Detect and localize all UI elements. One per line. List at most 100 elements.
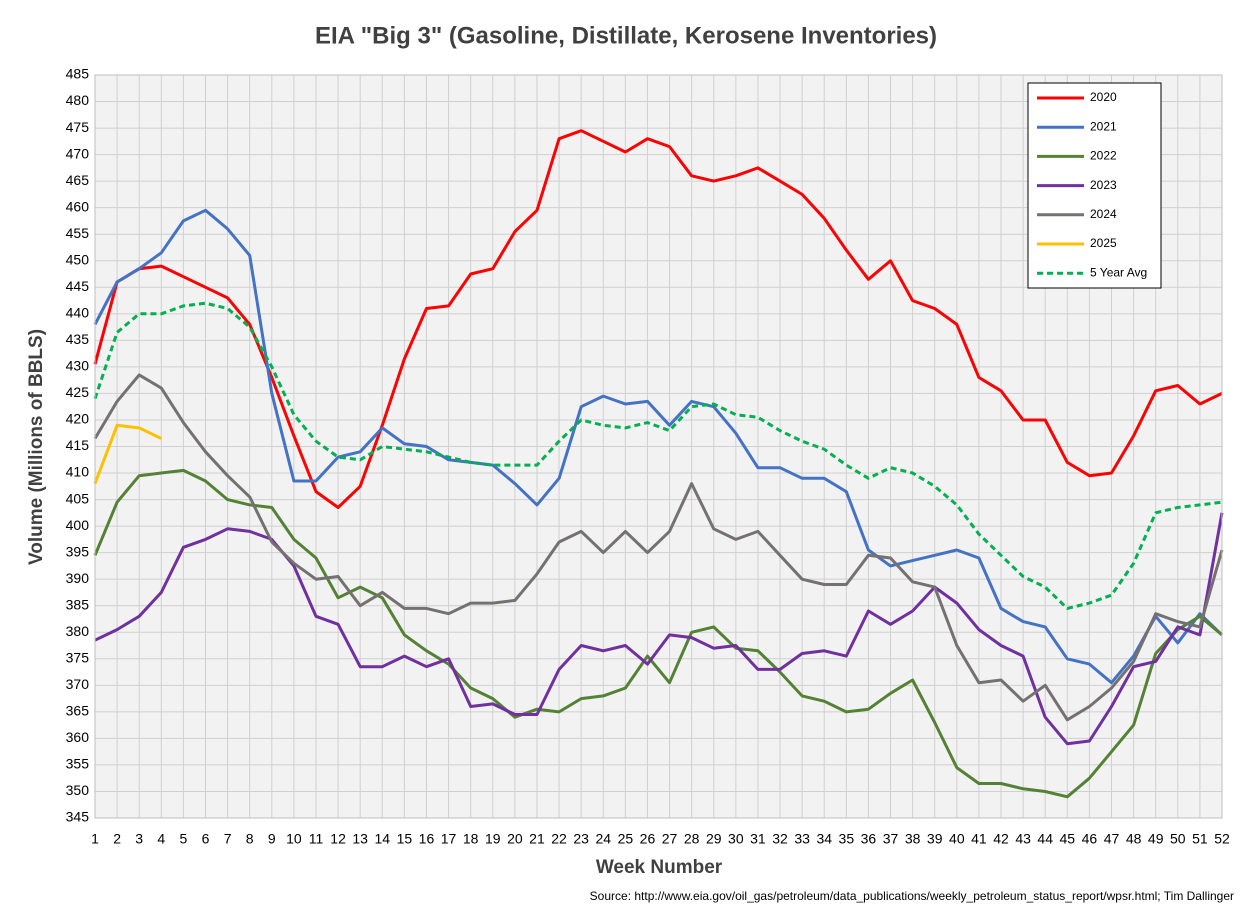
x-tick-label: 12 [330,831,346,847]
y-tick-label: 360 [66,729,90,745]
x-tick-label: 18 [463,831,479,847]
x-tick-label: 17 [441,831,457,847]
y-tick-label: 440 [66,305,90,321]
y-tick-label: 355 [66,756,90,772]
source-note: Source: http://www.eia.gov/oil_gas/petro… [590,889,1234,903]
x-tick-label: 24 [595,831,611,847]
x-tick-label: 39 [927,831,943,847]
x-tick-label: 7 [224,831,232,847]
x-tick-label: 33 [794,831,810,847]
grid [94,74,1223,819]
y-tick-label: 375 [66,649,90,665]
x-tick-label: 40 [949,831,965,847]
y-tick-label: 430 [66,358,90,374]
x-tick-label: 15 [397,831,413,847]
x-tick-label: 37 [883,831,899,847]
x-tick-label: 1 [91,831,99,847]
y-tick-label: 475 [66,119,90,135]
x-tick-label: 22 [551,831,567,847]
x-tick-label: 46 [1082,831,1098,847]
x-tick-label: 51 [1192,831,1208,847]
x-tick-label: 21 [529,831,545,847]
y-tick-label: 425 [66,384,90,400]
series-line [93,301,1223,610]
series-line [93,468,1223,799]
x-tick-label: 30 [728,831,744,847]
x-tick-label: 3 [135,831,143,847]
x-axis-title: Week Number [596,857,723,878]
series-line [93,208,1224,685]
x-tick-label: 8 [246,831,254,847]
x-tick-label: 16 [419,831,435,847]
legend-label: 2023 [1090,178,1117,192]
legend-label: 2020 [1090,90,1117,104]
x-tick-label: 34 [816,831,832,847]
legend-label: 2022 [1090,149,1117,163]
y-tick-label: 435 [66,331,90,347]
y-tick-label: 370 [66,676,90,692]
x-tick-label: 47 [1104,831,1120,847]
legend-label: 5 Year Avg [1090,265,1147,279]
x-tick-label: 4 [157,831,165,847]
y-tick-label: 460 [66,198,90,214]
x-tick-label: 28 [684,831,700,847]
y-tick-label: 395 [66,543,90,559]
x-tick-label: 45 [1060,831,1076,847]
x-tick-label: 48 [1126,831,1142,847]
y-tick-label: 385 [66,596,90,612]
x-tick-label: 20 [507,831,523,847]
y-tick-label: 380 [66,623,90,639]
x-tick-label: 35 [839,831,855,847]
x-tick-label: 41 [971,831,987,847]
y-tick-label: 455 [66,225,90,241]
chart-title: EIA "Big 3" (Gasoline, Distillate, Keros… [315,22,937,49]
x-tick-label: 23 [573,831,589,847]
y-tick-label: 350 [66,782,90,798]
y-tick-label: 365 [66,703,90,719]
x-tick-label: 10 [286,831,302,847]
legend: 2020 2021 2022 2023 2024 2025 5 Year Avg [1037,90,1147,279]
y-tick-label: 420 [66,411,90,427]
y-tick-label: 415 [66,437,90,453]
y-tick-label: 390 [66,570,90,586]
x-tick-label: 13 [352,831,368,847]
y-tick-label: 450 [66,251,90,267]
series-line [93,373,1224,722]
x-tick-label: 49 [1148,831,1164,847]
x-tick-label: 19 [485,831,501,847]
y-tick-label: 405 [66,490,90,506]
x-tick-label: 11 [309,831,324,847]
y-axis-title: Volume (Millions of BBLS) [26,329,47,565]
x-tick-label: 6 [202,831,210,847]
y-tick-label: 400 [66,517,90,533]
x-tick-label: 5 [179,831,187,847]
legend-label: 2021 [1090,119,1117,133]
x-tick-label: 32 [772,831,788,847]
y-tick-label: 470 [66,145,90,161]
x-tick-label: 52 [1214,831,1230,847]
y-tick-label: 480 [66,92,90,108]
legend-label: 2024 [1090,207,1117,221]
x-tick-label: 44 [1037,831,1053,847]
x-tick-label: 14 [374,831,390,847]
x-tick-label: 38 [905,831,921,847]
x-tick-label: 27 [662,831,678,847]
x-tick-label: 9 [268,831,276,847]
x-tick-label: 50 [1170,831,1186,847]
y-tick-label: 345 [66,809,90,825]
y-tick-label: 445 [66,278,90,294]
y-tick-label: 465 [66,172,90,188]
x-tick-label: 2 [113,831,121,847]
x-tick-label: 29 [706,831,722,847]
x-tick-label: 31 [750,831,766,847]
x-tick-label: 26 [640,831,656,847]
x-tick-label: 36 [861,831,877,847]
lines [93,129,1224,799]
x-tick-label: 43 [1015,831,1031,847]
series-line [93,423,162,485]
plot-border [94,74,1223,819]
y-tick-label: 410 [66,464,90,480]
series-line [93,129,1223,509]
x-tick-label: 42 [993,831,1009,847]
